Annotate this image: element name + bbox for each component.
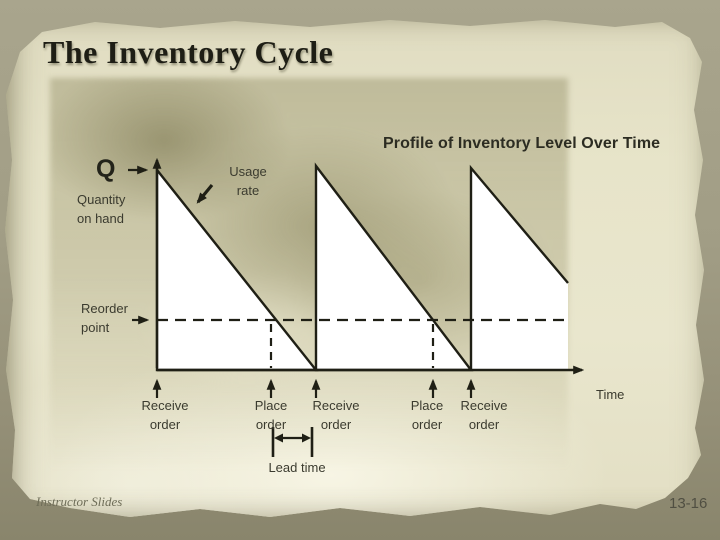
event-label-receive-1: Receive order (141, 398, 189, 432)
page-number: 13-16 (669, 495, 708, 512)
lead-time-label: Lead time (268, 460, 326, 475)
x-axis-label: Time (596, 387, 625, 402)
inventory-cycle-2 (314, 162, 474, 372)
lead-time-arrowhead-left (274, 433, 283, 443)
reorder-point-label: Reorder point (81, 301, 128, 335)
event-label-receive-2: Receive order (312, 398, 360, 432)
y-axis-max-label: Q (96, 155, 116, 183)
usage-rate-label: Usage rate (229, 164, 267, 198)
y-axis-label: Quantity on hand (77, 192, 126, 226)
usage-rate-arrow (196, 183, 214, 204)
chart-title: Profile of Inventory Level Over Time (383, 135, 661, 152)
event-label-receive-3: Receive order (460, 398, 508, 432)
inventory-cycle-1 (155, 166, 319, 372)
event-label-place-1: Place order (254, 398, 288, 432)
footer-text: Instructor Slides (36, 494, 123, 509)
inventory-cycle-3-fill (471, 168, 568, 370)
inventory-cycle-3-edge (469, 164, 569, 370)
event-label-place-2: Place order (410, 398, 444, 432)
slide-title: The Inventory Cycle (43, 34, 334, 70)
lead-time-arrowhead-right (302, 433, 311, 443)
